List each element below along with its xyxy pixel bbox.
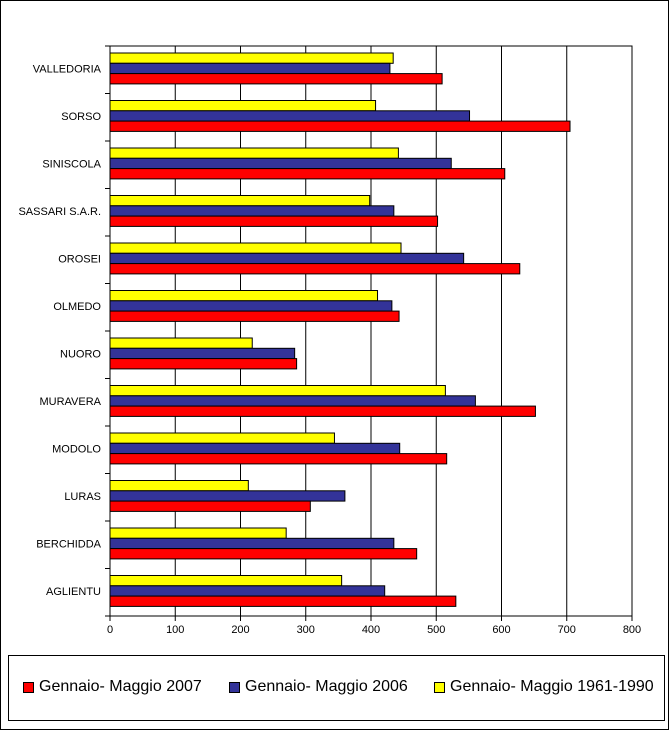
bar	[109, 52, 394, 64]
x-tick-label: 400	[362, 624, 380, 636]
legend: Gennaio- Maggio 2007 Gennaio- Maggio 200…	[8, 655, 665, 721]
bar	[109, 405, 536, 417]
legend-label-1961-1990: Gennaio- Maggio 1961-1990	[450, 678, 654, 695]
category-label: SINISCOLA	[42, 158, 101, 170]
legend-item-1961-1990: Gennaio- Maggio 1961-1990	[434, 678, 654, 696]
category-labels: AGLIENTU BERCHIDDA LURAS MODOLO MURAVERA NUOR…	[18, 45, 110, 617]
category-label: SORSO	[61, 111, 101, 123]
x-tick-label: 200	[231, 624, 249, 636]
bar	[109, 120, 571, 132]
legend-swatch-2007	[23, 681, 34, 693]
x-tick-label: 500	[427, 624, 445, 636]
bar	[109, 347, 296, 360]
bar	[109, 575, 343, 587]
bar	[109, 215, 439, 227]
x-tick-label: 600	[492, 624, 510, 636]
bars	[109, 52, 571, 607]
bar	[109, 442, 401, 455]
x-tick-label: 300	[297, 624, 315, 636]
bar	[109, 385, 446, 397]
category-label: BERCHIDDA	[36, 538, 101, 550]
bar	[109, 300, 393, 312]
bar	[109, 500, 311, 512]
x-tick-label: 800	[623, 624, 641, 636]
bar	[109, 100, 377, 112]
category-label: MURAVERA	[39, 396, 101, 408]
bar	[109, 548, 418, 560]
bar	[109, 358, 298, 370]
bar	[109, 395, 476, 407]
category-label: MODOLO	[52, 443, 101, 455]
bar	[109, 252, 465, 265]
legend-label-2007: Gennaio- Maggio 2007	[39, 678, 202, 695]
bar	[109, 157, 452, 170]
bar	[109, 432, 335, 444]
legend-label-2006: Gennaio- Maggio 2006	[245, 678, 408, 695]
category-label: SASSARI S.A.R.	[18, 206, 101, 218]
bar	[109, 147, 399, 159]
bar	[109, 195, 371, 207]
bar	[109, 168, 506, 180]
category-label: OROSEI	[58, 253, 101, 265]
bar	[109, 62, 391, 75]
bar	[109, 585, 386, 597]
x-tick-labels: 0 100 200 300 400 500 600 700 800	[107, 616, 641, 636]
x-tick-label: 100	[166, 624, 184, 636]
legend-swatch-2006	[229, 681, 240, 693]
gridlines	[174, 46, 568, 616]
bar	[109, 537, 395, 550]
category-label: OLMEDO	[53, 301, 101, 313]
x-tick-label: 0	[107, 624, 113, 636]
bar	[109, 490, 346, 502]
legend-swatch-1961-1990	[434, 681, 445, 693]
bar	[109, 263, 521, 275]
bar	[109, 242, 402, 254]
bar	[109, 453, 448, 465]
category-label: VALLEDORIA	[33, 63, 102, 75]
bar	[109, 337, 253, 349]
x-tick-label: 700	[558, 624, 576, 636]
bar	[109, 310, 400, 322]
bar	[109, 110, 471, 122]
bar	[109, 290, 379, 302]
legend-item-2007: Gennaio- Maggio 2007	[23, 678, 202, 696]
bar	[109, 73, 443, 85]
bar	[109, 527, 287, 539]
legend-item-2006: Gennaio- Maggio 2006	[229, 678, 408, 696]
bar-chart: AGLIENTU BERCHIDDA LURAS MODOLO MURAVERA NUOR…	[18, 45, 641, 636]
category-label: LURAS	[64, 491, 101, 503]
bar	[109, 480, 249, 492]
category-label: AGLIENTU	[46, 586, 101, 598]
bar	[109, 205, 395, 217]
bar	[109, 595, 457, 607]
category-label: NUORO	[60, 348, 101, 360]
